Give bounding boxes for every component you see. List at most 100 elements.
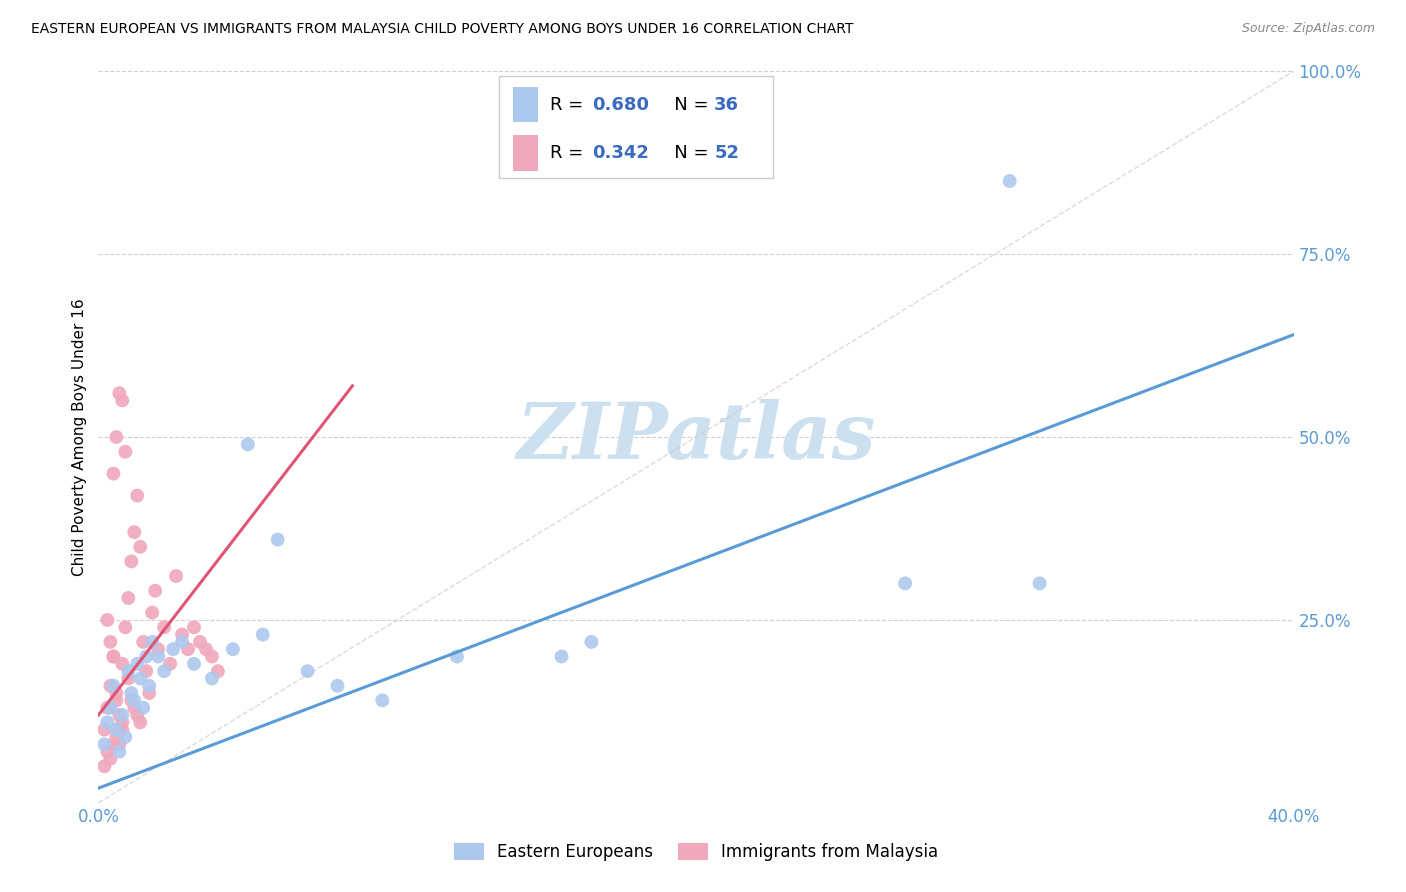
Point <box>108 737 131 751</box>
Point <box>135 664 157 678</box>
Point <box>153 664 176 678</box>
Point <box>124 700 146 714</box>
Point <box>108 386 131 401</box>
Point <box>143 583 166 598</box>
Point <box>581 635 603 649</box>
Point <box>236 437 259 451</box>
Point <box>183 657 205 671</box>
Point <box>120 686 142 700</box>
Point <box>252 627 274 641</box>
Point <box>148 649 170 664</box>
Point <box>148 642 170 657</box>
Point <box>129 715 152 730</box>
Point <box>177 642 200 657</box>
Text: N =: N = <box>657 144 714 161</box>
Point <box>222 642 245 657</box>
Point <box>111 657 134 671</box>
Point <box>120 693 142 707</box>
Point <box>326 679 349 693</box>
Point <box>103 467 125 481</box>
Point <box>141 635 163 649</box>
Point <box>201 649 224 664</box>
Point <box>105 686 128 700</box>
Point <box>162 642 184 657</box>
Point <box>267 533 290 547</box>
Point <box>108 723 131 737</box>
Point <box>105 730 128 744</box>
Point <box>446 649 468 664</box>
Point <box>894 576 917 591</box>
Point <box>111 393 134 408</box>
Point <box>1028 576 1050 591</box>
Point <box>98 635 122 649</box>
Legend: Eastern Europeans, Immigrants from Malaysia: Eastern Europeans, Immigrants from Malay… <box>447 836 945 868</box>
Point <box>114 620 136 634</box>
Point <box>98 700 122 714</box>
Point <box>132 635 155 649</box>
Point <box>129 672 152 686</box>
Point <box>172 627 194 641</box>
Point <box>114 730 136 744</box>
Point <box>114 444 136 458</box>
Text: R =: R = <box>550 144 589 161</box>
Point <box>111 723 134 737</box>
Text: 0.342: 0.342 <box>592 144 648 161</box>
Point <box>111 708 134 723</box>
Point <box>105 723 128 737</box>
Text: Source: ZipAtlas.com: Source: ZipAtlas.com <box>1241 22 1375 36</box>
Text: N =: N = <box>657 95 714 113</box>
Point <box>129 540 152 554</box>
Point <box>188 635 211 649</box>
Point <box>93 723 115 737</box>
Point <box>111 715 134 730</box>
Point <box>141 606 163 620</box>
Point <box>132 700 155 714</box>
Point <box>98 679 122 693</box>
Point <box>138 686 160 700</box>
Point <box>165 569 187 583</box>
Point <box>183 620 205 634</box>
Point <box>172 635 194 649</box>
Point <box>96 715 118 730</box>
Point <box>124 525 146 540</box>
Point <box>93 759 115 773</box>
Y-axis label: Child Poverty Among Boys Under 16: Child Poverty Among Boys Under 16 <box>72 298 87 576</box>
Point <box>93 737 115 751</box>
Point <box>96 613 118 627</box>
Text: EASTERN EUROPEAN VS IMMIGRANTS FROM MALAYSIA CHILD POVERTY AMONG BOYS UNDER 16 C: EASTERN EUROPEAN VS IMMIGRANTS FROM MALA… <box>31 22 853 37</box>
Point <box>127 708 149 723</box>
Point <box>207 664 229 678</box>
Point <box>96 745 118 759</box>
Text: ZIPatlas: ZIPatlas <box>516 399 876 475</box>
Point <box>96 700 118 714</box>
Point <box>120 554 142 568</box>
Point <box>153 620 176 634</box>
Point <box>159 657 181 671</box>
Point <box>98 752 122 766</box>
Point <box>103 679 125 693</box>
Point <box>117 672 139 686</box>
Point <box>108 745 131 759</box>
Text: 52: 52 <box>714 144 740 161</box>
Point <box>201 672 224 686</box>
Point <box>195 642 218 657</box>
Point <box>998 174 1021 188</box>
Point <box>124 693 146 707</box>
Point <box>105 430 128 444</box>
Point <box>103 649 125 664</box>
Point <box>371 693 394 707</box>
Text: R =: R = <box>550 95 589 113</box>
Point <box>103 649 125 664</box>
Point <box>138 679 160 693</box>
Point <box>103 737 125 751</box>
Point <box>135 649 157 664</box>
Point <box>117 591 139 605</box>
Point <box>297 664 319 678</box>
Point <box>127 489 149 503</box>
Point <box>550 649 572 664</box>
Point <box>108 708 131 723</box>
Text: 0.680: 0.680 <box>592 95 650 113</box>
Point <box>117 664 139 678</box>
Point <box>105 693 128 707</box>
Text: 36: 36 <box>714 95 740 113</box>
